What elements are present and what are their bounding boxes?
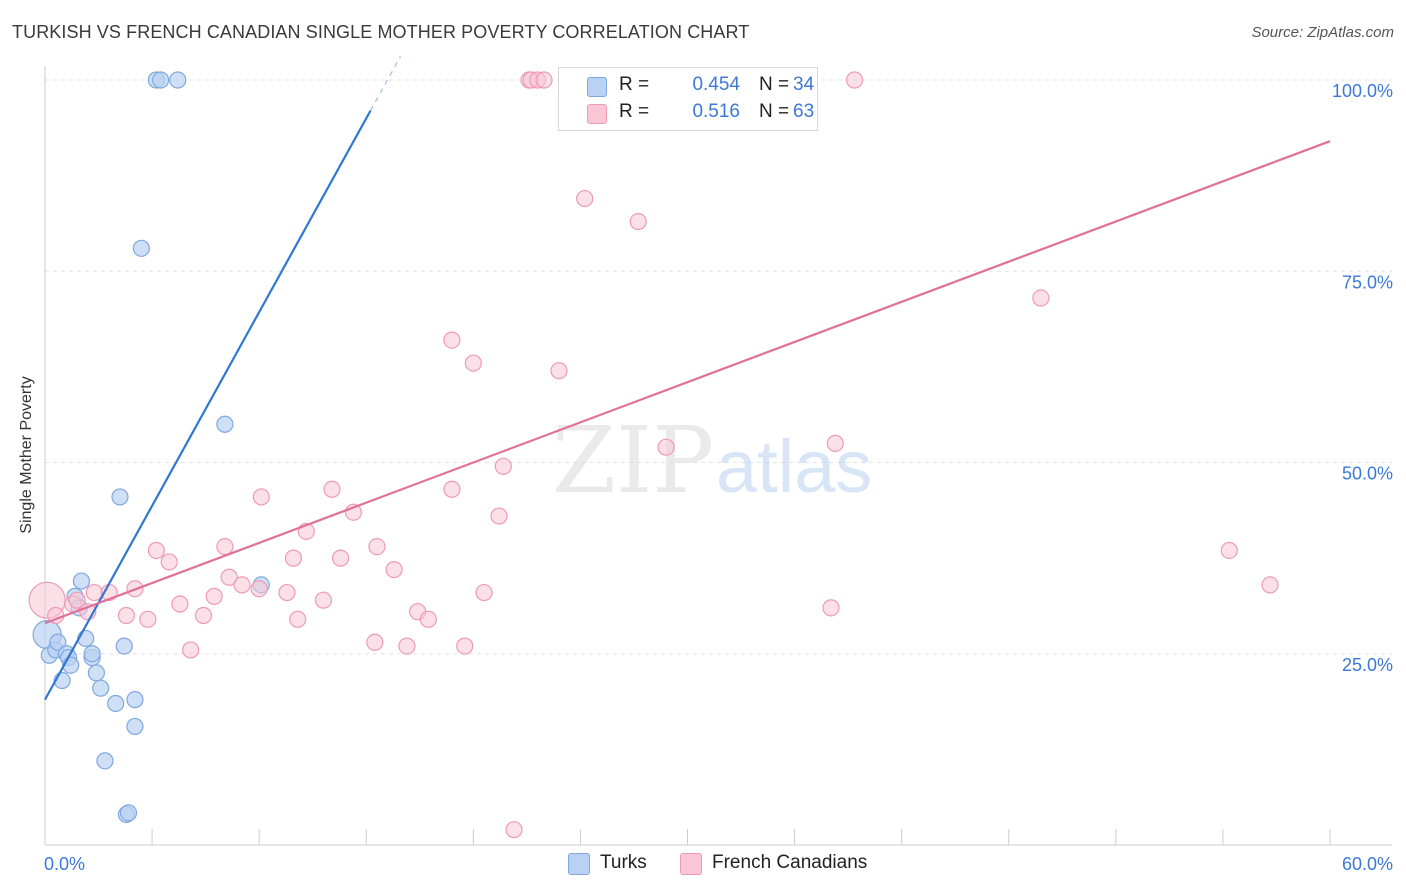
- axes: [44, 66, 1392, 846]
- y-tick-label: 75.0%: [1342, 272, 1393, 292]
- french-canadians-point: [331, 549, 350, 567]
- turks-n-value: 34: [793, 74, 815, 95]
- turks-point: [83, 645, 101, 663]
- turks-point: [87, 664, 106, 682]
- french-canadians-point: [205, 587, 223, 605]
- french-canadians-point: [494, 457, 512, 475]
- french-canadians-point: [194, 606, 213, 625]
- turks-trend-extension: [370, 56, 402, 111]
- french-canadians-point: [475, 583, 493, 602]
- french-canadians-point: [535, 71, 553, 89]
- french-canadians-trend-line: [44, 140, 1331, 625]
- watermark-zip: ZIP: [552, 407, 714, 514]
- turks-points: [32, 71, 270, 824]
- french-canadians-point: [657, 438, 675, 456]
- french-r-label: R =: [619, 101, 650, 122]
- french-canadians-point: [550, 362, 568, 380]
- french-canadians-point: [385, 560, 403, 579]
- french-canadians-point: [278, 583, 296, 602]
- french-legend-swatch: [680, 853, 702, 875]
- french-canadians-point: [398, 637, 416, 655]
- turks-point: [126, 691, 144, 709]
- french-canadians-point: [171, 595, 189, 613]
- french-canadians-point: [284, 549, 303, 567]
- french-canadians-point: [160, 553, 178, 571]
- french-canadians-point: [826, 434, 844, 452]
- grid-lines: [45, 79, 1392, 655]
- turks-point: [152, 71, 170, 89]
- watermark-atlas: atlas: [716, 425, 872, 508]
- french-canadians-point: [323, 480, 341, 498]
- french-canadians-point: [443, 331, 461, 349]
- turks-point: [107, 694, 125, 713]
- french-canadians-point: [68, 591, 86, 609]
- french-canadians-point: [314, 591, 333, 609]
- tick-labels: 25.0% 50.0% 75.0% 100.0% 0.0% 60.0%: [44, 81, 1393, 874]
- x-tick-label: 60.0%: [1342, 854, 1393, 874]
- turks-point: [119, 804, 138, 822]
- turks-r-value: 0.454: [692, 74, 740, 95]
- french-canadians-point: [456, 637, 474, 655]
- turks-trend-line: [44, 110, 372, 701]
- french-r-value: 0.516: [692, 101, 740, 122]
- source-credit: Source: ZipAtlas.com: [1251, 24, 1394, 41]
- turks-swatch: [587, 77, 607, 97]
- y-tick-label: 50.0%: [1342, 464, 1393, 484]
- turks-legend-label: Turks: [600, 852, 647, 873]
- correlation-legend: R = 0.454 N = 34 R = 0.516 N = 63: [558, 67, 818, 131]
- french-canadians-point: [252, 488, 270, 506]
- x-tick-label: 0.0%: [44, 854, 85, 874]
- french-canadians-point: [443, 480, 461, 498]
- french-canadians-point: [1032, 289, 1050, 307]
- turks-point: [216, 415, 234, 433]
- french-canadians-point: [1220, 541, 1238, 560]
- french-canadians-point: [845, 71, 864, 89]
- french-swatch: [587, 104, 607, 124]
- turks-legend-swatch: [568, 853, 590, 875]
- french-canadians-point: [490, 507, 508, 525]
- turks-point: [132, 239, 150, 257]
- french-canadians-point: [147, 541, 165, 560]
- french-canadians-point: [368, 538, 386, 556]
- turks-n-label: N =: [759, 74, 790, 95]
- y-tick-label: 25.0%: [1342, 655, 1393, 675]
- trend-lines: [44, 56, 1331, 701]
- turks-point: [92, 679, 110, 697]
- turks-point: [72, 572, 91, 590]
- french-canadians-point: [220, 568, 238, 586]
- french-canadians-point: [117, 606, 135, 625]
- french-canadians-point: [419, 610, 437, 628]
- french-n-label: N =: [759, 101, 790, 122]
- french-canadians-point: [216, 538, 234, 556]
- french-canadians-point: [233, 576, 251, 594]
- french-canadians-point: [576, 189, 594, 208]
- french-canadians-point: [505, 821, 523, 839]
- y-tick-label: 100.0%: [1332, 81, 1393, 101]
- french-legend-label: French Canadians: [712, 852, 868, 873]
- turks-point: [115, 637, 133, 655]
- french-canadians-point: [182, 641, 200, 659]
- turks-point: [111, 488, 129, 506]
- french-canadians-point: [629, 212, 647, 231]
- y-axis-label: Single Mother Poverty: [18, 376, 35, 534]
- french-canadians-point: [139, 610, 157, 628]
- french-canadians-point: [1261, 576, 1279, 594]
- french-canadians-point: [822, 599, 840, 617]
- turks-point: [49, 633, 67, 651]
- french-canadians-point: [250, 580, 268, 598]
- french-n-value: 63: [793, 101, 815, 122]
- french-canadians-point: [464, 354, 482, 372]
- turks-point: [96, 752, 114, 770]
- french-canadians-point: [289, 610, 307, 628]
- turks-point: [77, 629, 95, 648]
- turks-point: [126, 717, 144, 736]
- watermark: ZIP atlas: [552, 407, 872, 514]
- turks-point: [169, 71, 187, 89]
- french-canadians-point: [366, 633, 384, 651]
- chart-title: TURKISH VS FRENCH CANADIAN SINGLE MOTHER…: [12, 22, 750, 42]
- turks-r-label: R =: [619, 74, 650, 95]
